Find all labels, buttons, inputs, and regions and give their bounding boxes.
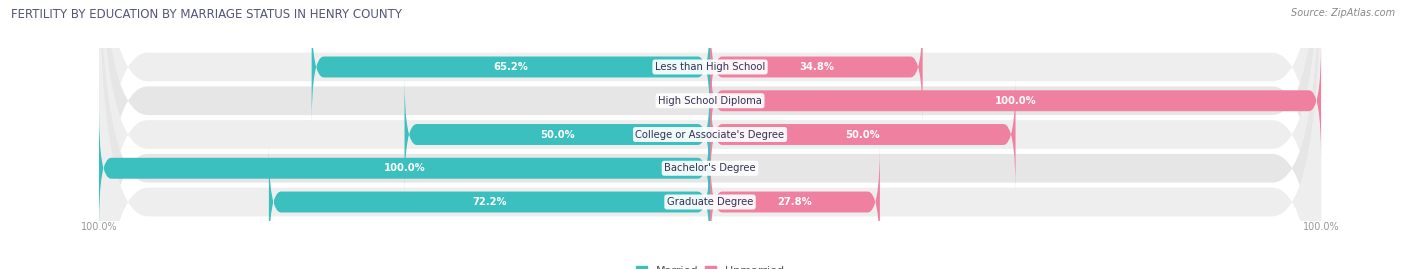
Text: Graduate Degree: Graduate Degree xyxy=(666,197,754,207)
Text: Bachelor's Degree: Bachelor's Degree xyxy=(664,163,756,173)
FancyBboxPatch shape xyxy=(98,0,1322,269)
Text: 100.0%: 100.0% xyxy=(994,96,1036,106)
Text: 0.0%: 0.0% xyxy=(723,163,748,173)
Text: 50.0%: 50.0% xyxy=(540,129,575,140)
FancyBboxPatch shape xyxy=(710,77,1015,192)
FancyBboxPatch shape xyxy=(98,0,1322,269)
FancyBboxPatch shape xyxy=(710,10,922,124)
Text: 50.0%: 50.0% xyxy=(845,129,880,140)
FancyBboxPatch shape xyxy=(312,10,710,124)
Text: College or Associate's Degree: College or Associate's Degree xyxy=(636,129,785,140)
Text: 65.2%: 65.2% xyxy=(494,62,529,72)
Text: Source: ZipAtlas.com: Source: ZipAtlas.com xyxy=(1291,8,1395,18)
Text: 27.8%: 27.8% xyxy=(778,197,813,207)
FancyBboxPatch shape xyxy=(98,0,1322,269)
Text: 100.0%: 100.0% xyxy=(384,163,426,173)
FancyBboxPatch shape xyxy=(405,77,710,192)
Text: 34.8%: 34.8% xyxy=(799,62,834,72)
Text: 72.2%: 72.2% xyxy=(472,197,506,207)
FancyBboxPatch shape xyxy=(269,145,710,259)
FancyBboxPatch shape xyxy=(710,44,1322,158)
FancyBboxPatch shape xyxy=(98,111,710,225)
Text: Less than High School: Less than High School xyxy=(655,62,765,72)
FancyBboxPatch shape xyxy=(710,145,880,259)
Text: High School Diploma: High School Diploma xyxy=(658,96,762,106)
Text: FERTILITY BY EDUCATION BY MARRIAGE STATUS IN HENRY COUNTY: FERTILITY BY EDUCATION BY MARRIAGE STATU… xyxy=(11,8,402,21)
FancyBboxPatch shape xyxy=(98,0,1322,269)
FancyBboxPatch shape xyxy=(98,0,1322,269)
Legend: Married, Unmarried: Married, Unmarried xyxy=(631,261,789,269)
Text: 0.0%: 0.0% xyxy=(672,96,697,106)
